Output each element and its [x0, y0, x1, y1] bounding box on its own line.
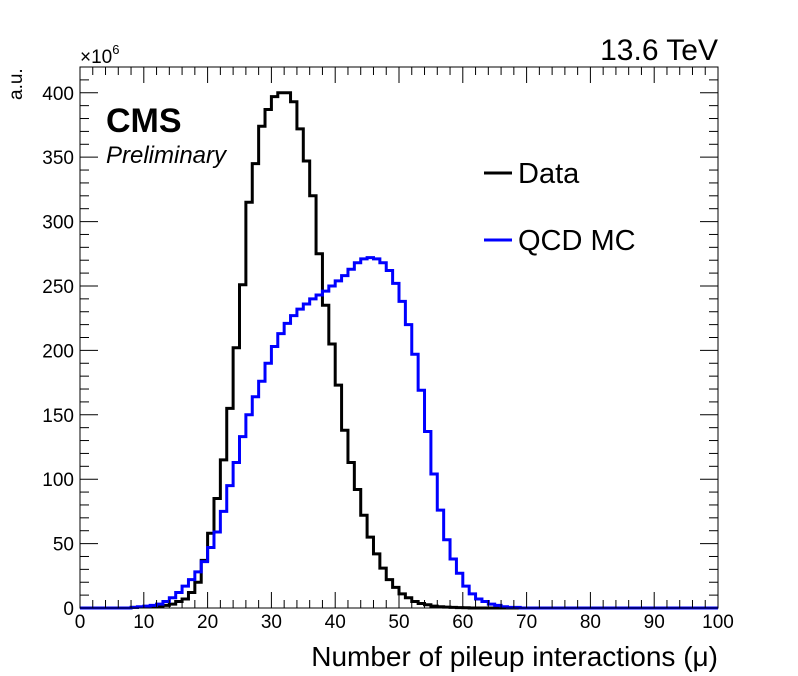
x-tick-label: 100 [702, 612, 734, 633]
x-tick-label: 80 [580, 612, 601, 633]
series-line-qcd-mc [80, 256, 718, 610]
y-tick-label: 100 [42, 470, 74, 491]
y-tick-label: 300 [42, 213, 74, 234]
y-axis-multiplier: ×106 [80, 42, 119, 68]
plot-frame [79, 66, 719, 609]
x-tick-label: 60 [452, 612, 473, 633]
x-tick-label: 0 [75, 612, 86, 633]
x-tick-label: 40 [325, 612, 346, 633]
x-tick-label: 70 [516, 612, 537, 633]
y-multiplier-exponent: 6 [112, 42, 119, 57]
series-line-data [80, 91, 718, 610]
x-tick-label: 20 [197, 612, 218, 633]
legend: Data QCD MC [484, 158, 636, 257]
x-tick-label: 10 [133, 612, 154, 633]
y-tick-label: 400 [42, 84, 74, 105]
x-tick-label: 90 [644, 612, 665, 633]
y-multiplier-base: ×10 [80, 47, 112, 68]
y-tick-label: 0 [63, 599, 74, 620]
x-tick-label: 30 [261, 612, 282, 633]
cms-label: CMS [106, 102, 182, 140]
x-axis-label: Number of pileup interactions (μ) [311, 641, 718, 672]
y-tick-label: 150 [42, 406, 74, 427]
y-tick-label: 200 [42, 341, 74, 362]
energy-label: 13.6 TeV [600, 34, 718, 67]
histogram-series-layer [80, 91, 718, 610]
y-tick-label: 350 [42, 148, 74, 169]
x-tick-label: 50 [388, 612, 409, 633]
legend-entry-qcd-mc: QCD MC [518, 225, 636, 257]
y-axis-label: a.u. [6, 68, 27, 100]
legend-entry-data: Data [518, 158, 580, 190]
y-tick-label: 250 [42, 277, 74, 298]
preliminary-label: Preliminary [106, 142, 228, 169]
y-tick-label: 50 [53, 535, 74, 556]
